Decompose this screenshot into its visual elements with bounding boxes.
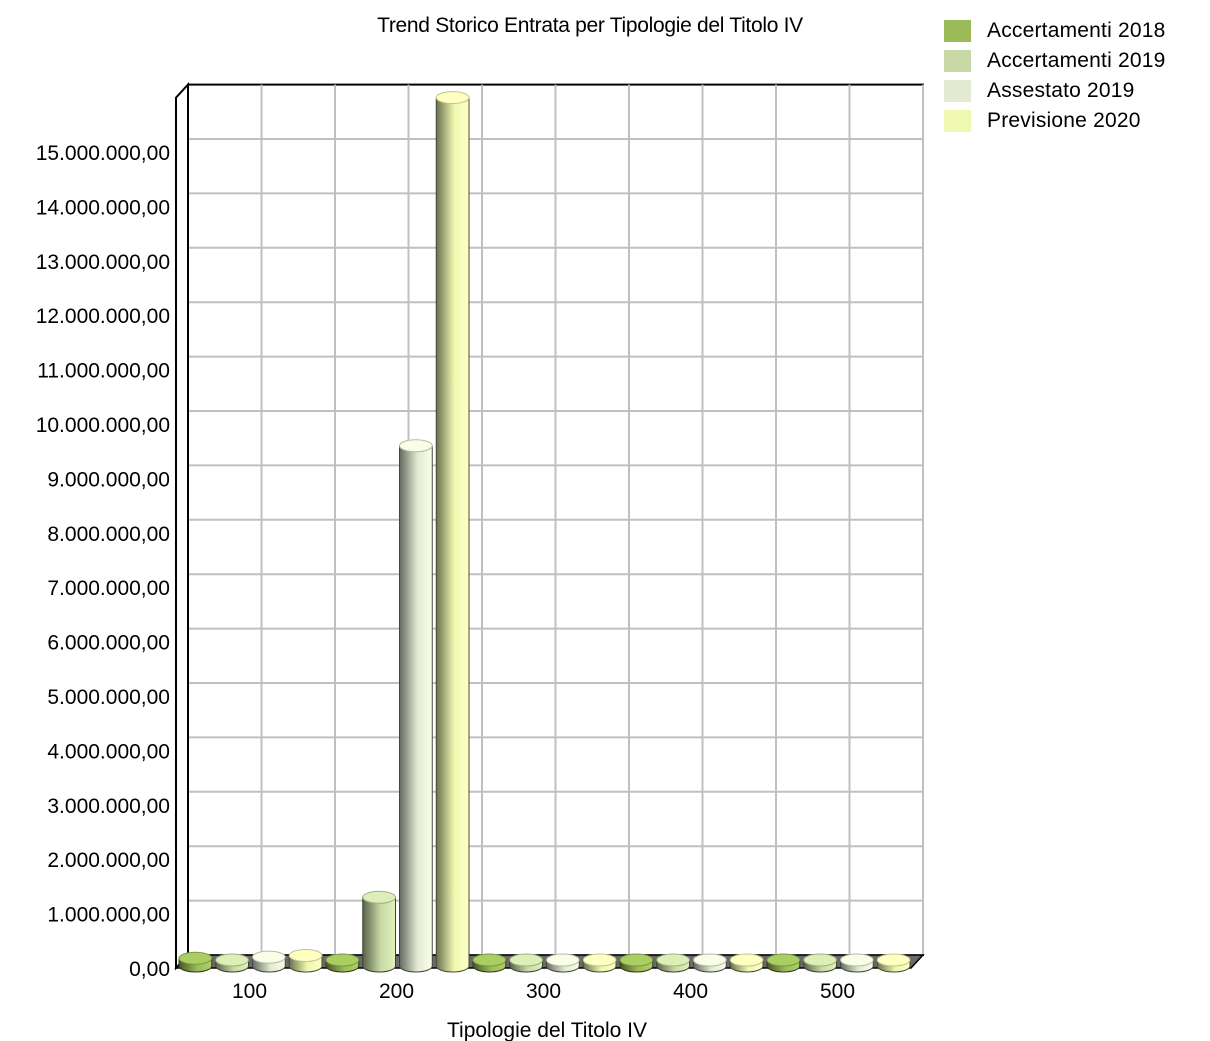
bar-top xyxy=(509,953,543,967)
bar-top xyxy=(582,953,617,967)
bar-top xyxy=(693,953,727,967)
y-tick-label: 4.000.000,00 xyxy=(47,740,170,763)
legend-swatch xyxy=(944,50,971,72)
y-tick-label: 15.000.000,00 xyxy=(36,142,170,165)
y-tick-label: 14.000.000,00 xyxy=(36,196,170,219)
bar-top xyxy=(288,948,323,962)
y-tick-label: 8.000.000,00 xyxy=(47,523,170,546)
bar xyxy=(399,439,433,973)
legend-item-previsione-2020: Previsione 2020 xyxy=(944,106,1166,136)
y-tick-label: 12.000.000,00 xyxy=(36,305,170,328)
bar xyxy=(509,953,543,973)
legend-item-accertamenti-2018: Accertamenti 2018 xyxy=(944,16,1166,46)
bar xyxy=(656,953,690,973)
x-tick-label: 400 xyxy=(673,980,708,1003)
bar xyxy=(840,953,874,973)
bar xyxy=(472,953,507,973)
y-tick-label: 2.000.000,00 xyxy=(47,849,170,872)
bar xyxy=(693,953,727,973)
y-tick-label: 3.000.000,00 xyxy=(47,795,170,818)
chart-title: Trend Storico Entrata per Tipologie del … xyxy=(377,14,803,37)
bar xyxy=(362,890,396,973)
bar-top xyxy=(215,953,249,967)
y-tick-label: 13.000.000,00 xyxy=(36,251,170,274)
bar xyxy=(582,953,617,973)
legend-swatch xyxy=(944,80,971,102)
bar xyxy=(803,953,837,973)
bar-top xyxy=(362,890,396,904)
legend: Accertamenti 2018 Accertamenti 2019 Asse… xyxy=(944,16,1166,136)
y-tick-label: 6.000.000,00 xyxy=(47,632,170,655)
y-tick-label: 1.000.000,00 xyxy=(47,904,170,927)
bar-top xyxy=(399,439,433,453)
y-tick-label: 11.000.000,00 xyxy=(37,360,170,383)
x-tick-label: 100 xyxy=(232,980,267,1003)
bar-top xyxy=(472,953,507,967)
bar xyxy=(729,953,764,973)
bar xyxy=(876,953,911,973)
bar-top xyxy=(656,953,690,967)
bar xyxy=(252,950,286,973)
y-tick-label: 5.000.000,00 xyxy=(47,686,170,709)
x-axis-label: Tipologie del Titolo IV xyxy=(447,1019,647,1041)
y-tick-label: 0,00 xyxy=(129,958,170,981)
bar-top xyxy=(766,953,801,967)
bar-top xyxy=(803,953,837,967)
legend-item-accertamenti-2019: Accertamenti 2019 xyxy=(944,46,1166,76)
bar-top xyxy=(435,91,470,105)
bar xyxy=(325,953,360,973)
bar xyxy=(546,953,580,973)
bar-top xyxy=(325,953,360,967)
bar xyxy=(288,948,323,973)
x-tick-label: 200 xyxy=(379,980,414,1003)
bar-top xyxy=(252,950,286,964)
legend-label: Accertamenti 2019 xyxy=(987,49,1166,72)
legend-swatch xyxy=(944,110,971,132)
y-tick-label: 7.000.000,00 xyxy=(47,577,170,600)
bar-top xyxy=(546,953,580,967)
legend-label: Assestato 2019 xyxy=(987,79,1135,102)
y-tick-label: 9.000.000,00 xyxy=(47,468,170,491)
bar-body xyxy=(435,97,470,973)
y-tick-label: 10.000.000,00 xyxy=(36,414,170,437)
bar-body xyxy=(399,445,433,973)
legend-label: Previsione 2020 xyxy=(987,109,1141,132)
x-tick-label: 500 xyxy=(820,980,855,1003)
bar-top xyxy=(619,953,654,967)
legend-item-assestato-2019: Assestato 2019 xyxy=(944,76,1166,106)
bar xyxy=(435,91,470,973)
bar-top xyxy=(178,951,213,965)
bar xyxy=(215,953,249,973)
legend-swatch xyxy=(944,20,971,42)
bar-body xyxy=(362,896,396,973)
bar-top xyxy=(840,953,874,967)
left-wall xyxy=(175,82,189,971)
bar xyxy=(619,953,654,973)
legend-label: Accertamenti 2018 xyxy=(987,19,1166,42)
x-tick-label: 300 xyxy=(526,980,561,1003)
bar xyxy=(178,951,213,973)
bar-top xyxy=(876,953,911,967)
bar xyxy=(766,953,801,973)
bar-top xyxy=(729,953,764,967)
